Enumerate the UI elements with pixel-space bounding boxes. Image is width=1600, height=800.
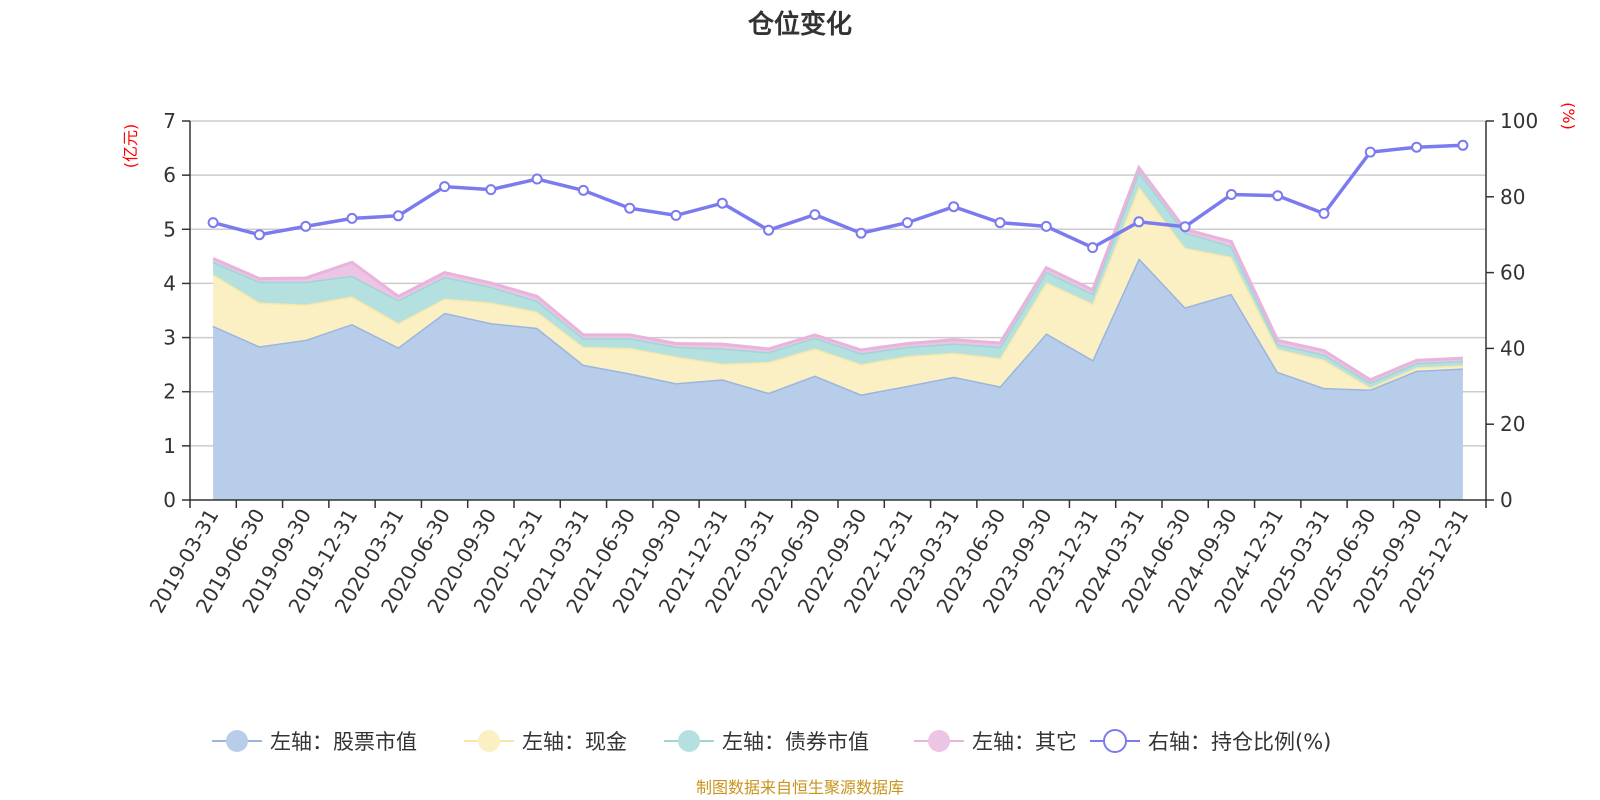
left-tick-label: 1 (163, 434, 176, 458)
right-tick-label: 80 (1500, 185, 1525, 209)
area-edge-左轴：其它 (212, 164, 1463, 382)
legend-circle-marker (226, 730, 248, 752)
ratio-point (1179, 221, 1191, 233)
legend-label: 右轴：持仓比例(%) (1148, 730, 1331, 754)
ratio-point (1040, 220, 1052, 232)
right-axis-unit: (%) (1559, 102, 1578, 130)
ratio-point (1225, 189, 1237, 200)
ratio-point (1087, 242, 1099, 254)
ratio-point (1133, 216, 1145, 228)
chart-title: 仓位变化 (747, 9, 852, 40)
area-左轴：股票市值 (213, 258, 1463, 500)
ratio-point (1318, 208, 1330, 219)
legend: 左轴：股票市值 左轴：现金 左轴：债券市值 左轴：其它 右轴：持仓比例(%) (212, 729, 1331, 754)
ratio-point (809, 209, 821, 221)
legend-item[interactable]: 左轴：股票市值 (212, 730, 417, 754)
legend-label: 左轴：债券市值 (722, 730, 869, 754)
legend-label: 左轴：股票市值 (270, 730, 417, 754)
position-ratio-line (207, 139, 1469, 254)
ratio-point (300, 220, 312, 232)
ratio-line-path (212, 143, 1463, 250)
legend-label: 左轴：其它 (972, 730, 1077, 754)
ratio-point (763, 224, 775, 236)
legend-circle-marker (928, 730, 950, 752)
legend-item[interactable]: 左轴：债券市值 (664, 730, 869, 754)
ratio-point (577, 184, 589, 196)
ratio-point (485, 184, 497, 196)
right-tick-label: 60 (1500, 261, 1525, 285)
ratio-point (670, 209, 682, 221)
legend-item[interactable]: 左轴：现金 (464, 730, 627, 754)
legend-item[interactable]: 左轴：其它 (914, 730, 1077, 754)
left-tick-label: 0 (163, 488, 176, 512)
ratio-point (392, 210, 404, 222)
ratio-point (994, 217, 1006, 229)
ratio-point (531, 173, 543, 185)
ratio-point (948, 201, 960, 213)
left-tick-label: 4 (163, 271, 176, 295)
legend-circle-marker (478, 730, 500, 752)
left-tick-label: 2 (163, 380, 176, 404)
ratio-point (207, 217, 219, 229)
ratio-point (716, 197, 728, 209)
ratio-point (901, 217, 913, 229)
legend-circle-marker (678, 730, 700, 752)
legend-circle-marker (1103, 729, 1127, 753)
data-source-note: 制图数据来自恒生聚源数据库 (696, 778, 904, 797)
ratio-point (855, 227, 867, 239)
ratio-point (1457, 139, 1469, 151)
legend-label: 左轴：现金 (522, 730, 627, 754)
stacked-areas (212, 164, 1463, 500)
right-tick-label: 20 (1500, 412, 1525, 436)
left-tick-label: 3 (163, 326, 176, 350)
ratio-point (346, 212, 358, 224)
left-tick-label: 7 (163, 109, 176, 133)
legend-item[interactable]: 右轴：持仓比例(%) (1090, 729, 1331, 754)
area-左轴：现金 (213, 186, 1463, 395)
ratio-point (439, 181, 451, 193)
right-tick-label: 40 (1500, 336, 1525, 360)
right-tick-label: 100 (1500, 109, 1538, 133)
area-左轴：债券市值 (213, 171, 1463, 388)
left-tick-label: 5 (163, 217, 176, 241)
left-tick-label: 6 (163, 163, 176, 187)
ratio-point (624, 202, 636, 214)
right-tick-label: 0 (1500, 488, 1513, 512)
ratio-point (1272, 190, 1284, 202)
ratio-point (1411, 141, 1423, 153)
ratio-point (1364, 146, 1376, 158)
left-axis-unit: (亿元) (121, 124, 140, 169)
ratio-point (253, 229, 265, 241)
